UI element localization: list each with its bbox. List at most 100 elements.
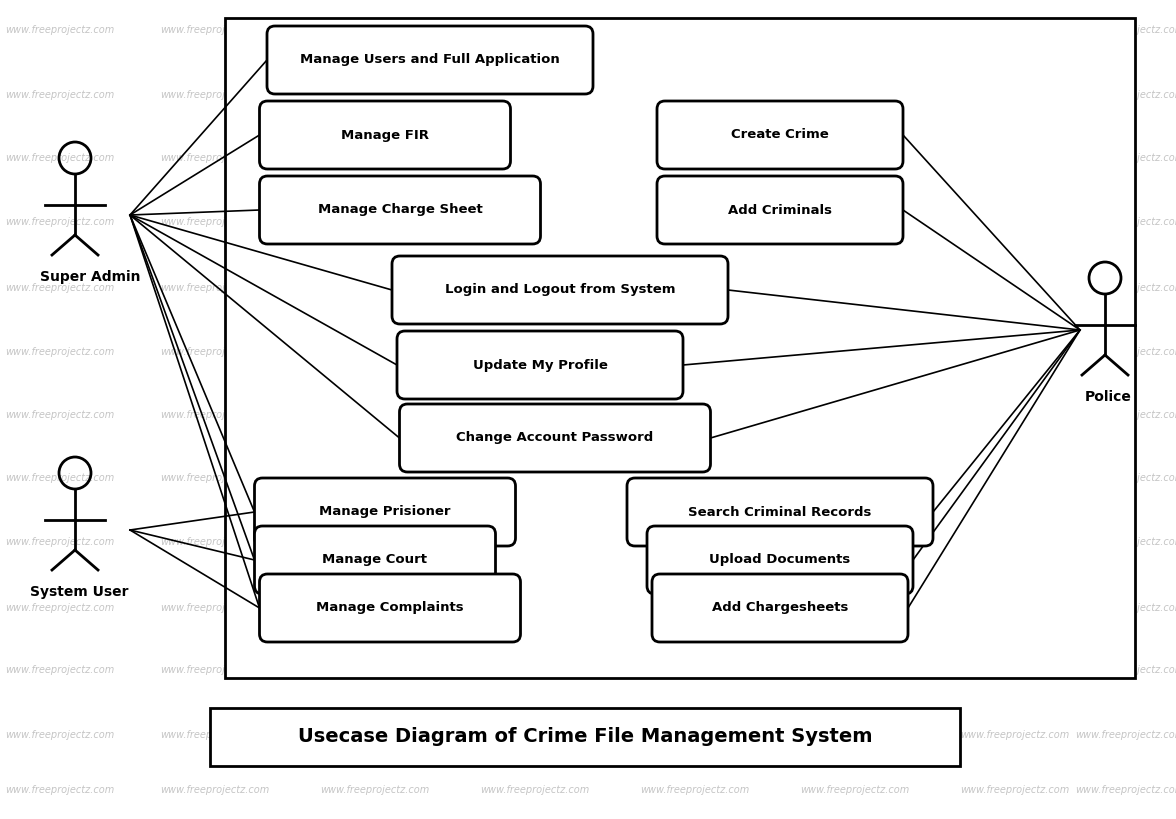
Text: www.freeprojectz.com: www.freeprojectz.com bbox=[160, 603, 269, 613]
Text: www.freeprojectz.com: www.freeprojectz.com bbox=[801, 25, 909, 35]
FancyBboxPatch shape bbox=[647, 526, 913, 594]
FancyBboxPatch shape bbox=[397, 331, 683, 399]
Text: www.freeprojectz.com: www.freeprojectz.com bbox=[1075, 785, 1176, 795]
Text: www.freeprojectz.com: www.freeprojectz.com bbox=[641, 217, 749, 227]
Text: www.freeprojectz.com: www.freeprojectz.com bbox=[801, 283, 909, 293]
Text: Manage Users and Full Application: Manage Users and Full Application bbox=[300, 53, 560, 66]
Text: Update My Profile: Update My Profile bbox=[473, 359, 608, 372]
Text: www.freeprojectz.com: www.freeprojectz.com bbox=[320, 665, 429, 675]
Text: www.freeprojectz.com: www.freeprojectz.com bbox=[160, 25, 269, 35]
Text: www.freeprojectz.com: www.freeprojectz.com bbox=[320, 90, 429, 100]
Text: www.freeprojectz.com: www.freeprojectz.com bbox=[961, 537, 1070, 547]
Text: www.freeprojectz.com: www.freeprojectz.com bbox=[160, 347, 269, 357]
Text: www.freeprojectz.com: www.freeprojectz.com bbox=[801, 473, 909, 483]
Text: Change Account Password: Change Account Password bbox=[456, 432, 654, 445]
Text: www.freeprojectz.com: www.freeprojectz.com bbox=[320, 730, 429, 740]
Text: www.freeprojectz.com: www.freeprojectz.com bbox=[6, 603, 114, 613]
Text: Manage FIR: Manage FIR bbox=[341, 129, 429, 142]
Text: www.freeprojectz.com: www.freeprojectz.com bbox=[1075, 665, 1176, 675]
FancyBboxPatch shape bbox=[400, 404, 710, 472]
Text: www.freeprojectz.com: www.freeprojectz.com bbox=[320, 217, 429, 227]
FancyBboxPatch shape bbox=[657, 101, 903, 169]
Text: www.freeprojectz.com: www.freeprojectz.com bbox=[641, 410, 749, 420]
Text: Upload Documents: Upload Documents bbox=[709, 554, 850, 567]
Text: Manage Charge Sheet: Manage Charge Sheet bbox=[318, 203, 482, 216]
Text: www.freeprojectz.com: www.freeprojectz.com bbox=[480, 473, 589, 483]
Text: www.freeprojectz.com: www.freeprojectz.com bbox=[801, 217, 909, 227]
FancyBboxPatch shape bbox=[225, 18, 1135, 678]
FancyBboxPatch shape bbox=[392, 256, 728, 324]
Text: www.freeprojectz.com: www.freeprojectz.com bbox=[160, 537, 269, 547]
Text: www.freeprojectz.com: www.freeprojectz.com bbox=[6, 730, 114, 740]
FancyBboxPatch shape bbox=[260, 574, 521, 642]
Text: www.freeprojectz.com: www.freeprojectz.com bbox=[961, 217, 1070, 227]
FancyBboxPatch shape bbox=[657, 176, 903, 244]
Text: www.freeprojectz.com: www.freeprojectz.com bbox=[320, 603, 429, 613]
Text: www.freeprojectz.com: www.freeprojectz.com bbox=[320, 785, 429, 795]
Text: Create Crime: Create Crime bbox=[731, 129, 829, 142]
Text: www.freeprojectz.com: www.freeprojectz.com bbox=[961, 665, 1070, 675]
Text: www.freeprojectz.com: www.freeprojectz.com bbox=[641, 730, 749, 740]
Text: www.freeprojectz.com: www.freeprojectz.com bbox=[641, 537, 749, 547]
Text: Police: Police bbox=[1085, 390, 1131, 404]
Text: www.freeprojectz.com: www.freeprojectz.com bbox=[160, 785, 269, 795]
Text: www.freeprojectz.com: www.freeprojectz.com bbox=[6, 153, 114, 163]
Text: www.freeprojectz.com: www.freeprojectz.com bbox=[1075, 283, 1176, 293]
Text: www.freeprojectz.com: www.freeprojectz.com bbox=[6, 410, 114, 420]
Text: www.freeprojectz.com: www.freeprojectz.com bbox=[6, 537, 114, 547]
Text: www.freeprojectz.com: www.freeprojectz.com bbox=[961, 153, 1070, 163]
Text: www.freeprojectz.com: www.freeprojectz.com bbox=[641, 347, 749, 357]
Text: www.freeprojectz.com: www.freeprojectz.com bbox=[1075, 90, 1176, 100]
Text: www.freeprojectz.com: www.freeprojectz.com bbox=[6, 473, 114, 483]
FancyBboxPatch shape bbox=[254, 526, 495, 594]
Text: www.freeprojectz.com: www.freeprojectz.com bbox=[801, 90, 909, 100]
Text: www.freeprojectz.com: www.freeprojectz.com bbox=[801, 347, 909, 357]
Text: www.freeprojectz.com: www.freeprojectz.com bbox=[480, 90, 589, 100]
Text: www.freeprojectz.com: www.freeprojectz.com bbox=[480, 730, 589, 740]
Text: www.freeprojectz.com: www.freeprojectz.com bbox=[641, 603, 749, 613]
Text: www.freeprojectz.com: www.freeprojectz.com bbox=[641, 25, 749, 35]
Text: Usecase Diagram of Crime File Management System: Usecase Diagram of Crime File Management… bbox=[298, 727, 873, 746]
Text: www.freeprojectz.com: www.freeprojectz.com bbox=[641, 153, 749, 163]
Text: www.freeprojectz.com: www.freeprojectz.com bbox=[961, 473, 1070, 483]
Text: www.freeprojectz.com: www.freeprojectz.com bbox=[480, 410, 589, 420]
Text: www.freeprojectz.com: www.freeprojectz.com bbox=[1075, 537, 1176, 547]
Text: www.freeprojectz.com: www.freeprojectz.com bbox=[160, 153, 269, 163]
Text: www.freeprojectz.com: www.freeprojectz.com bbox=[320, 347, 429, 357]
Text: Manage Prisioner: Manage Prisioner bbox=[319, 505, 450, 518]
FancyBboxPatch shape bbox=[627, 478, 933, 546]
FancyBboxPatch shape bbox=[267, 26, 593, 94]
Text: www.freeprojectz.com: www.freeprojectz.com bbox=[801, 153, 909, 163]
Text: www.freeprojectz.com: www.freeprojectz.com bbox=[1075, 25, 1176, 35]
Text: www.freeprojectz.com: www.freeprojectz.com bbox=[480, 665, 589, 675]
Text: www.freeprojectz.com: www.freeprojectz.com bbox=[801, 603, 909, 613]
Text: www.freeprojectz.com: www.freeprojectz.com bbox=[1075, 410, 1176, 420]
Text: www.freeprojectz.com: www.freeprojectz.com bbox=[320, 283, 429, 293]
Text: www.freeprojectz.com: www.freeprojectz.com bbox=[480, 25, 589, 35]
Text: www.freeprojectz.com: www.freeprojectz.com bbox=[6, 283, 114, 293]
Text: Add Chargesheets: Add Chargesheets bbox=[711, 601, 848, 614]
Text: www.freeprojectz.com: www.freeprojectz.com bbox=[160, 217, 269, 227]
Text: www.freeprojectz.com: www.freeprojectz.com bbox=[1075, 217, 1176, 227]
Text: www.freeprojectz.com: www.freeprojectz.com bbox=[641, 90, 749, 100]
Text: www.freeprojectz.com: www.freeprojectz.com bbox=[641, 665, 749, 675]
Text: www.freeprojectz.com: www.freeprojectz.com bbox=[641, 785, 749, 795]
Text: www.freeprojectz.com: www.freeprojectz.com bbox=[961, 347, 1070, 357]
Text: www.freeprojectz.com: www.freeprojectz.com bbox=[641, 473, 749, 483]
Text: www.freeprojectz.com: www.freeprojectz.com bbox=[801, 537, 909, 547]
Text: www.freeprojectz.com: www.freeprojectz.com bbox=[160, 665, 269, 675]
Text: www.freeprojectz.com: www.freeprojectz.com bbox=[1075, 730, 1176, 740]
Text: www.freeprojectz.com: www.freeprojectz.com bbox=[480, 347, 589, 357]
Text: www.freeprojectz.com: www.freeprojectz.com bbox=[480, 537, 589, 547]
Text: www.freeprojectz.com: www.freeprojectz.com bbox=[801, 665, 909, 675]
Text: www.freeprojectz.com: www.freeprojectz.com bbox=[961, 90, 1070, 100]
Text: www.freeprojectz.com: www.freeprojectz.com bbox=[961, 283, 1070, 293]
Text: www.freeprojectz.com: www.freeprojectz.com bbox=[160, 90, 269, 100]
Text: www.freeprojectz.com: www.freeprojectz.com bbox=[961, 730, 1070, 740]
Text: Login and Logout from System: Login and Logout from System bbox=[445, 283, 675, 296]
FancyBboxPatch shape bbox=[254, 478, 515, 546]
Text: www.freeprojectz.com: www.freeprojectz.com bbox=[160, 730, 269, 740]
Text: www.freeprojectz.com: www.freeprojectz.com bbox=[961, 25, 1070, 35]
Text: www.freeprojectz.com: www.freeprojectz.com bbox=[480, 785, 589, 795]
Text: www.freeprojectz.com: www.freeprojectz.com bbox=[480, 283, 589, 293]
